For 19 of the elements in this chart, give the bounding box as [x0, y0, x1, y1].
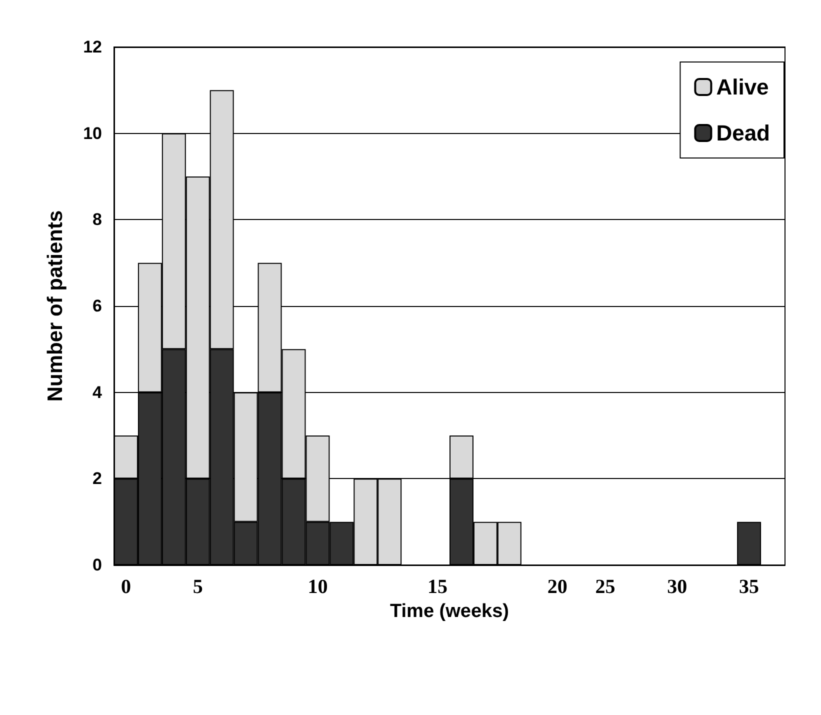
x-axis-title: Time (weeks) [390, 600, 509, 622]
y-tick-label: 6 [92, 296, 102, 316]
x-tick-label: 0 [120, 576, 131, 598]
y-tick-label: 12 [83, 38, 102, 56]
legend-label: Dead [716, 120, 770, 146]
y-tick-label: 4 [92, 382, 103, 402]
x-tick-label: 25 [595, 576, 616, 598]
x-tick-label: 10 [308, 576, 328, 598]
y-axis-title: Number of patients [44, 210, 67, 402]
x-tick-label: 20 [547, 576, 568, 598]
x-tick-label: 15 [428, 576, 448, 598]
y-tick-label: 2 [92, 469, 102, 488]
y-tick-label: 10 [83, 124, 102, 143]
legend-label: Alive [716, 74, 769, 100]
y-tick-label: 8 [92, 210, 102, 230]
y-tick-label: 0 [92, 556, 102, 574]
x-tick-label: 35 [739, 576, 760, 598]
x-tick-label: 5 [192, 576, 203, 598]
x-tick-label: 30 [667, 576, 688, 598]
